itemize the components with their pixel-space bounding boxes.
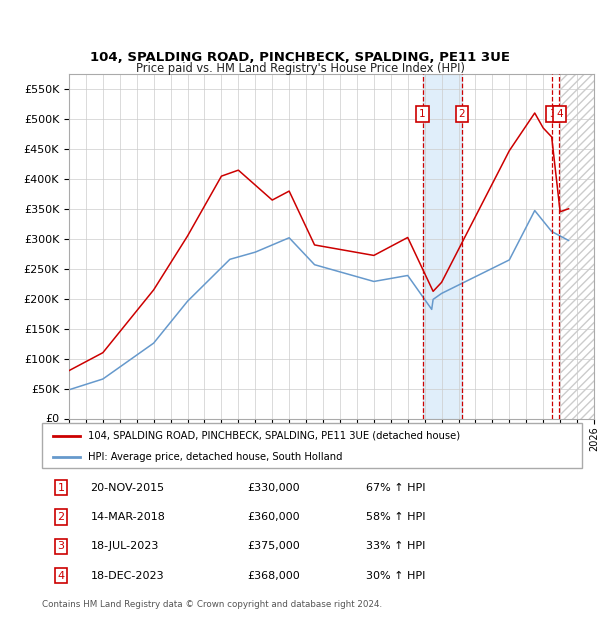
Text: Price paid vs. HM Land Registry's House Price Index (HPI): Price paid vs. HM Land Registry's House … xyxy=(136,62,464,74)
Text: 4: 4 xyxy=(58,570,64,580)
Text: 104, SPALDING ROAD, PINCHBECK, SPALDING, PE11 3UE: 104, SPALDING ROAD, PINCHBECK, SPALDING,… xyxy=(90,51,510,63)
Text: 67% ↑ HPI: 67% ↑ HPI xyxy=(366,482,425,493)
Text: 18-JUL-2023: 18-JUL-2023 xyxy=(91,541,159,551)
Text: 30% ↑ HPI: 30% ↑ HPI xyxy=(366,570,425,580)
Text: 1: 1 xyxy=(58,482,64,493)
Text: HPI: Average price, detached house, South Holland: HPI: Average price, detached house, Sout… xyxy=(88,452,343,462)
Text: 3: 3 xyxy=(549,109,556,119)
Text: 33% ↑ HPI: 33% ↑ HPI xyxy=(366,541,425,551)
Text: 58% ↑ HPI: 58% ↑ HPI xyxy=(366,512,425,522)
Text: £330,000: £330,000 xyxy=(247,482,300,493)
Text: 2: 2 xyxy=(58,512,64,522)
Text: 104, SPALDING ROAD, PINCHBECK, SPALDING, PE11 3UE (detached house): 104, SPALDING ROAD, PINCHBECK, SPALDING,… xyxy=(88,430,460,441)
Text: 3: 3 xyxy=(58,541,64,551)
Text: 18-DEC-2023: 18-DEC-2023 xyxy=(91,570,164,580)
Text: 20-NOV-2015: 20-NOV-2015 xyxy=(91,482,165,493)
FancyBboxPatch shape xyxy=(42,423,582,468)
Text: £360,000: £360,000 xyxy=(247,512,300,522)
Text: £368,000: £368,000 xyxy=(247,570,300,580)
Text: Contains HM Land Registry data © Crown copyright and database right 2024.: Contains HM Land Registry data © Crown c… xyxy=(42,600,382,609)
Bar xyxy=(422,74,462,418)
Text: 1: 1 xyxy=(419,109,426,119)
Text: 4: 4 xyxy=(556,109,563,119)
Bar xyxy=(562,74,600,418)
Text: 14-MAR-2018: 14-MAR-2018 xyxy=(91,512,166,522)
Text: 2: 2 xyxy=(458,109,465,119)
Text: £375,000: £375,000 xyxy=(247,541,300,551)
